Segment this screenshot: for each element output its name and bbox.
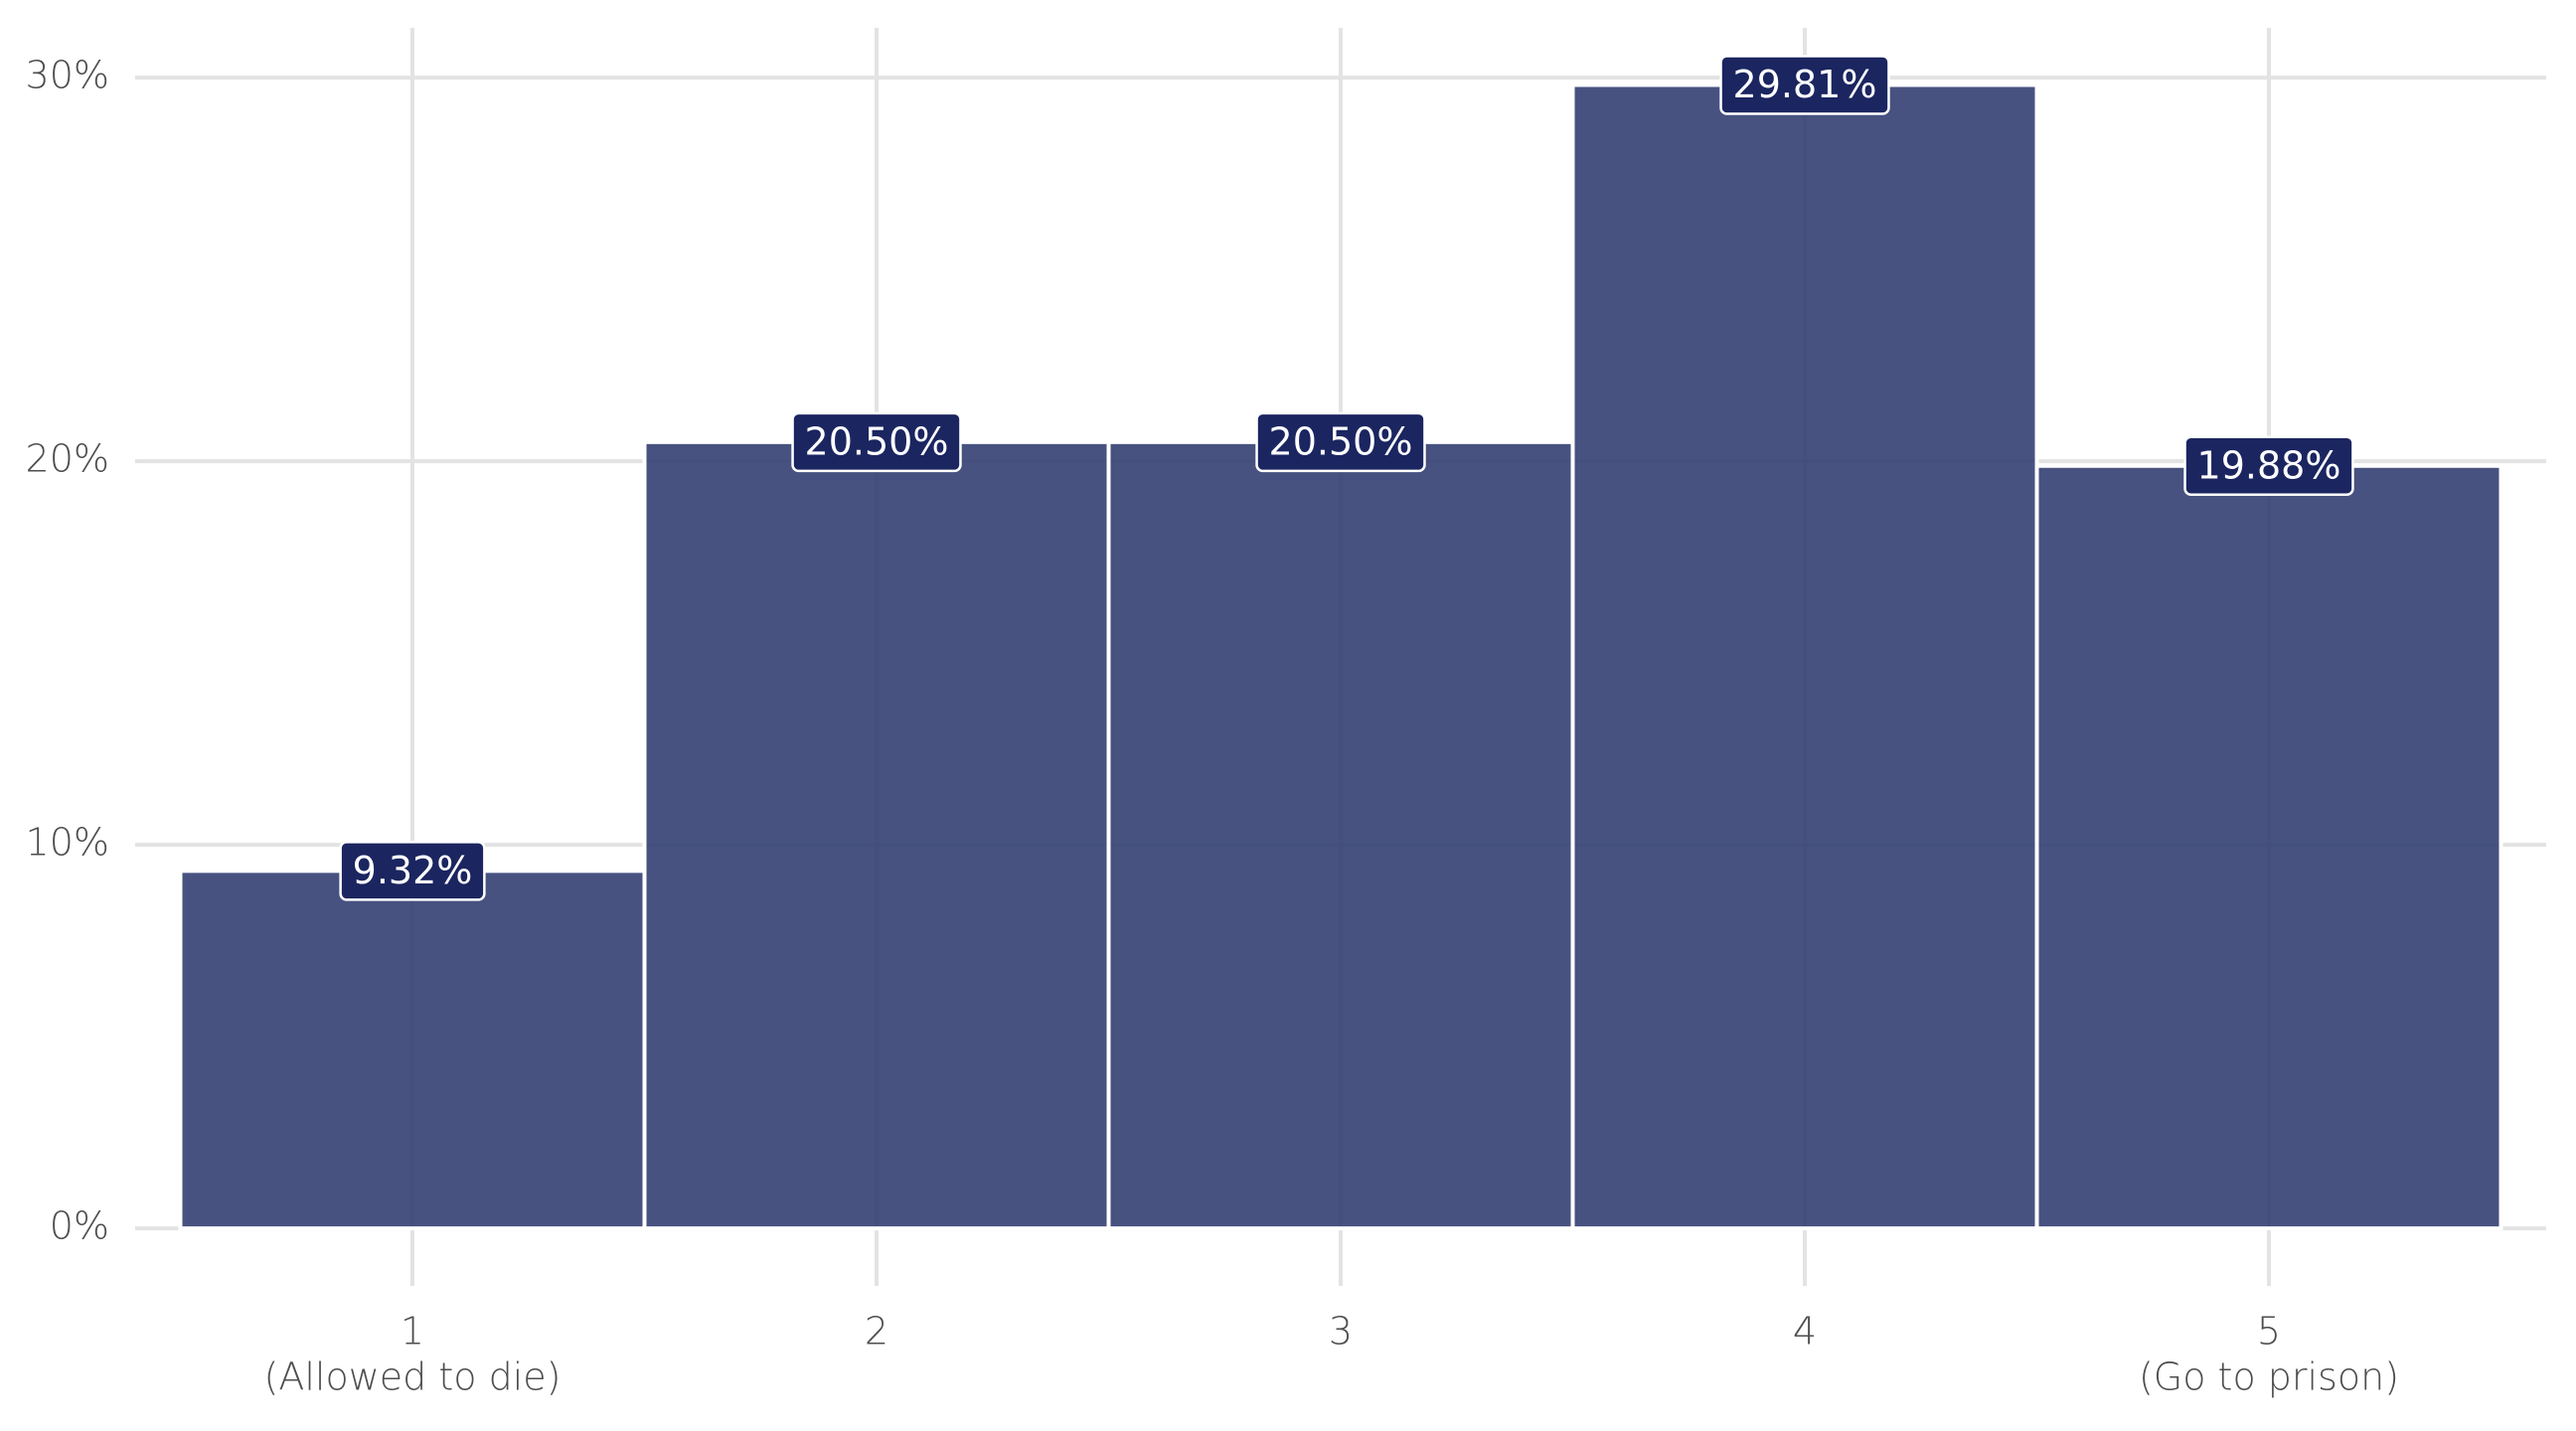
bar (2034, 463, 2503, 1231)
bar (178, 869, 647, 1231)
x-tick-label: 2 (865, 1310, 888, 1353)
value-label: 19.88% (2183, 435, 2354, 497)
value-label-box (339, 841, 486, 901)
x-tick-label: 1 (401, 1310, 424, 1353)
y-tick-label: 10% (26, 821, 109, 865)
value-label-box (2183, 435, 2354, 497)
bar (1106, 439, 1575, 1231)
x-tick-label: 3 (1329, 1310, 1353, 1353)
value-label-text: 20.50% (805, 419, 949, 463)
value-label-text: 20.50% (1269, 419, 1413, 463)
bar (642, 439, 1111, 1231)
y-tick-label: 20% (26, 437, 109, 481)
x-tick-label: 4 (1793, 1310, 1817, 1353)
x-tick-label: 5 (2257, 1310, 2281, 1353)
value-label: 29.81% (1719, 55, 1890, 115)
y-tick-label: 30% (26, 54, 109, 97)
bar (1570, 82, 2039, 1231)
value-label: 20.50% (1255, 411, 1426, 473)
value-label-box (1255, 411, 1426, 473)
value-label-text: 29.81% (1733, 63, 1877, 106)
value-label-box (1719, 55, 1890, 115)
value-label-box (791, 411, 962, 473)
y-tick-label: 0% (50, 1204, 109, 1248)
value-label-text: 19.88% (2197, 443, 2341, 487)
value-label: 9.32% (339, 841, 486, 901)
value-label: 20.50% (791, 411, 962, 473)
value-label-text: 9.32% (353, 849, 473, 892)
x-tick-note: (Allowed to die) (264, 1355, 562, 1399)
x-tick-note: (Go to prison) (2139, 1355, 2399, 1399)
